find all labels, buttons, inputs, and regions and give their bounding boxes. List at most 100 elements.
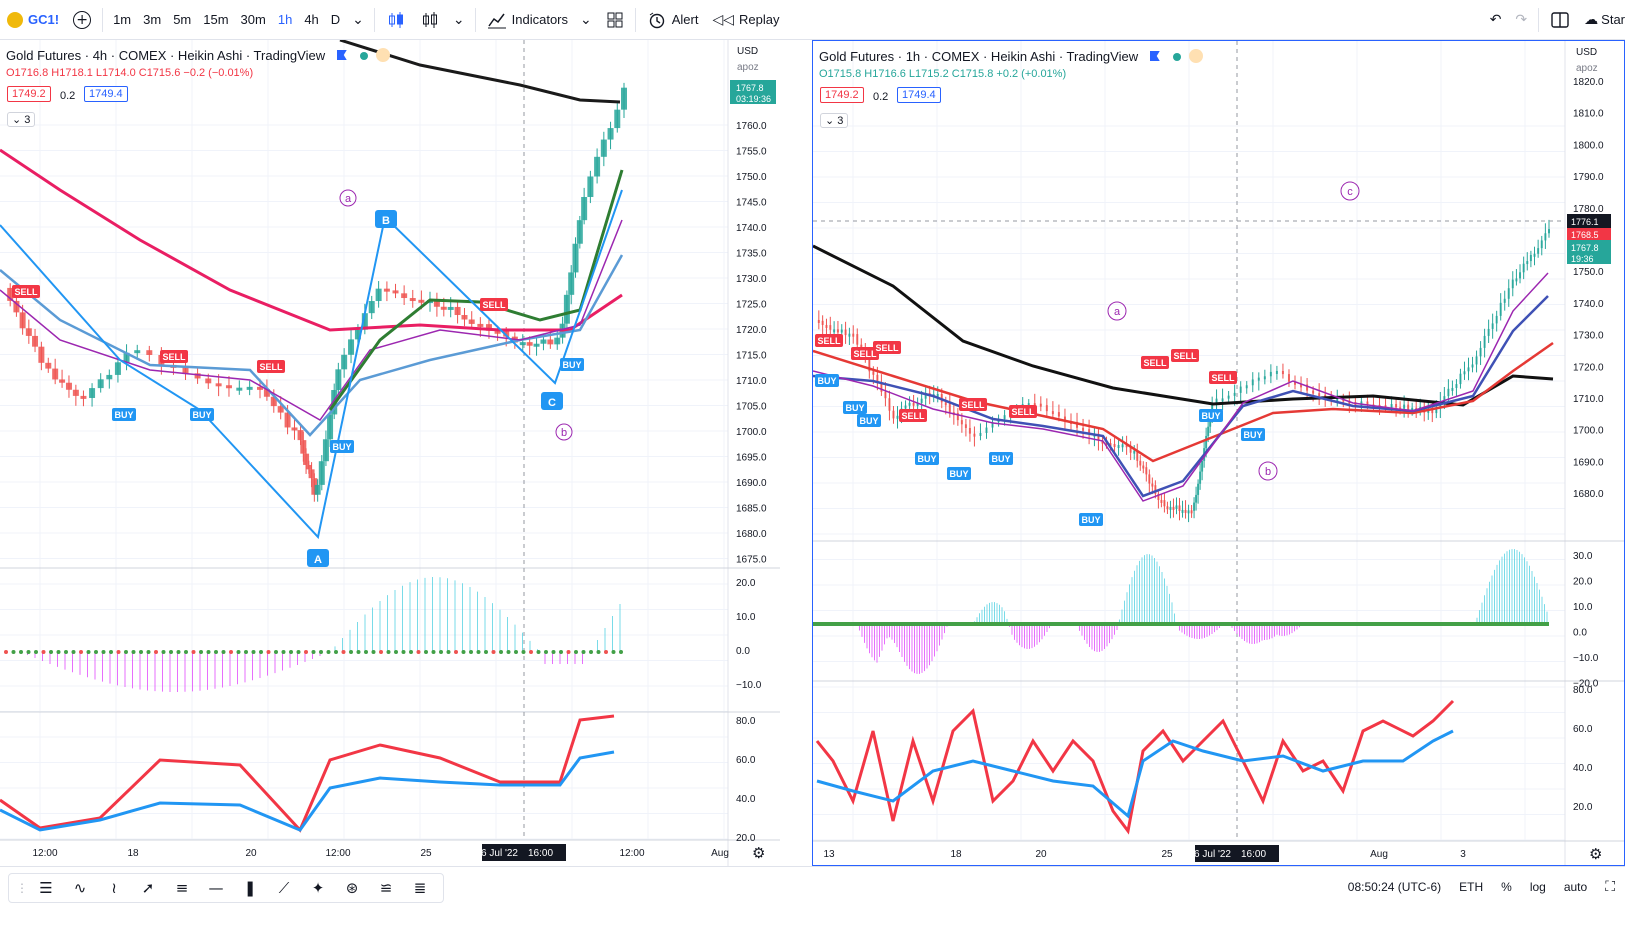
spiral-icon[interactable]: ⊛ xyxy=(345,879,359,897)
chart-type-chevron-icon[interactable]: ⌄ xyxy=(452,11,465,28)
line-tool-icon[interactable]: ⟋ xyxy=(278,879,290,897)
candle-body xyxy=(960,420,963,425)
signal-dot xyxy=(274,650,278,654)
candle-body xyxy=(1427,409,1430,413)
right-chart-title[interactable]: Gold Futures · 1h · COMEX · Heikin Ashi … xyxy=(819,49,1203,64)
timeframe-dropdown-chevron-icon[interactable]: ⌄ xyxy=(352,11,364,28)
left-chart-title[interactable]: Gold Futures · 4h · COMEX · Heikin Ashi … xyxy=(6,48,390,63)
price-tick-label: 1780.0 xyxy=(1573,204,1604,215)
price-tick-label: 1735.0 xyxy=(736,249,767,260)
buy-signal-bg xyxy=(815,374,839,387)
signal-dot xyxy=(86,650,91,654)
templates-button[interactable] xyxy=(599,0,631,40)
candle-body xyxy=(335,369,342,391)
chart-type-candles-button[interactable] xyxy=(379,0,413,40)
price-tick-label: 1705.0 xyxy=(736,402,767,413)
ohlc-high: H1718.1 xyxy=(51,67,93,79)
candle-body xyxy=(1051,411,1054,415)
cloud-save-button[interactable]: ☁ Star xyxy=(1577,0,1625,40)
layout-button[interactable] xyxy=(1543,0,1577,40)
sell-price-box[interactable]: 1749.2 xyxy=(7,86,51,102)
price-tick-label: 1820.0 xyxy=(1573,77,1604,88)
alert-button[interactable]: Alert xyxy=(640,0,706,40)
buy-price-box[interactable]: 1749.4 xyxy=(84,86,128,102)
undo-button[interactable]: ↶ xyxy=(1483,0,1509,40)
channel-icon[interactable]: ≡ xyxy=(175,879,189,897)
scale-user-label[interactable]: apoz xyxy=(737,62,759,73)
candle-body xyxy=(361,313,368,330)
tf-1h[interactable]: 1h xyxy=(277,12,293,27)
buy-signal: BUY xyxy=(192,410,211,420)
scale-user-label[interactable]: apoz xyxy=(1576,63,1598,74)
flag-icon xyxy=(336,50,347,60)
clock-time[interactable]: 08:50:24 (UTC-6) xyxy=(1347,880,1442,894)
candle-body xyxy=(1129,446,1132,453)
candle-body xyxy=(836,329,839,333)
indicators-collapse-toggle[interactable]: ⌄ 3 xyxy=(820,113,849,128)
candle-body xyxy=(821,320,824,325)
settings-gear-icon: ⚙ xyxy=(752,844,765,862)
candle-body xyxy=(1411,407,1414,411)
fib-channel-icon[interactable]: ≌ xyxy=(379,879,393,897)
currency-label[interactable]: USD xyxy=(1576,47,1598,58)
candle-body xyxy=(1145,467,1148,475)
indicators-button[interactable]: Indicators ⌄ xyxy=(480,0,599,40)
rewind-icon: ◁◁ xyxy=(712,11,735,28)
time-tick-label: 13 xyxy=(823,849,835,860)
sell-price-box[interactable]: 1749.2 xyxy=(820,87,864,103)
fullscreen-icon[interactable]: ⛶ xyxy=(1605,879,1615,895)
crosshair-date: 26 Jul '22 xyxy=(1189,849,1232,860)
candle-body xyxy=(533,343,540,347)
tf-15m[interactable]: 15m xyxy=(203,12,229,27)
candle-body xyxy=(263,389,270,397)
replay-button[interactable]: ◁◁ Replay xyxy=(705,0,786,40)
price-tick-label: 1730.0 xyxy=(736,274,767,285)
hamburger-lines-icon[interactable]: ☰ xyxy=(39,879,53,897)
ohlc-close: C1715.6 xyxy=(138,67,181,79)
signal-dot xyxy=(34,650,38,654)
candle-body xyxy=(1544,233,1547,241)
tf-30m[interactable]: 30m xyxy=(240,12,266,27)
candle-body xyxy=(600,139,607,157)
candle-body xyxy=(1306,384,1309,391)
fib-levels-icon[interactable]: ❚ xyxy=(243,879,257,897)
tf-3m[interactable]: 3m xyxy=(143,12,162,27)
trend-line-icon[interactable]: ➚ xyxy=(141,879,155,897)
right-chart-pane[interactable]: 1820.01810.01800.01790.01780.01760.01750… xyxy=(812,40,1625,866)
symbol-button[interactable]: GC1! xyxy=(0,0,66,40)
drag-handle-icon[interactable]: ⋮ xyxy=(16,881,28,895)
currency-label[interactable]: USD xyxy=(737,46,759,57)
indicators-label: Indicators xyxy=(511,12,569,27)
session-toggle[interactable]: ETH xyxy=(1459,880,1484,894)
status-dot-icon xyxy=(360,52,369,60)
horizontal-ray-icon[interactable]: — xyxy=(208,879,224,897)
parallel-lines-icon[interactable]: ≣ xyxy=(413,879,427,897)
tf-4h[interactable]: 4h xyxy=(304,12,319,27)
candle-body xyxy=(1163,500,1166,507)
tf-D[interactable]: D xyxy=(330,12,341,27)
xabcd-pattern-icon[interactable]: ✦ xyxy=(311,879,325,897)
compare-button[interactable]: + xyxy=(66,0,98,40)
signal-dot xyxy=(4,650,8,654)
auto-toggle[interactable]: auto xyxy=(1563,880,1588,894)
buy-signal: BUY xyxy=(917,454,936,464)
candle-body xyxy=(1181,509,1184,513)
ohlc-open: O1716.8 xyxy=(6,67,49,79)
log-toggle[interactable]: log xyxy=(1529,880,1546,894)
sell-signal-bg xyxy=(1209,371,1237,384)
redo-button[interactable]: ↷ xyxy=(1508,0,1534,40)
chart-type-bars-button[interactable] xyxy=(413,0,447,40)
tf-5m[interactable]: 5m xyxy=(173,12,192,27)
buy-price-box[interactable]: 1749.4 xyxy=(897,87,941,103)
percent-toggle[interactable]: % xyxy=(1501,880,1512,894)
candle-body xyxy=(52,368,59,380)
signal-dot xyxy=(379,650,383,654)
tf-1m[interactable]: 1m xyxy=(113,12,132,27)
elliott-wave-icon[interactable]: ≀ xyxy=(111,879,117,897)
right-chart-canvas[interactable]: 1820.01810.01800.01790.01780.01760.01750… xyxy=(813,41,1625,866)
left-chart-canvas[interactable]: 1760.0 1755.0 1750.0 1745.0 1740.0 1735.0 1730… xyxy=(0,40,780,866)
candle-body xyxy=(1522,263,1525,273)
abc-pattern-icon[interactable]: ∿ xyxy=(73,879,87,897)
indicators-collapse-toggle[interactable]: ⌄ 3 xyxy=(7,112,36,127)
left-chart-pane[interactable]: 1760.0 1755.0 1750.0 1745.0 1740.0 1735.0 1730… xyxy=(0,40,780,866)
